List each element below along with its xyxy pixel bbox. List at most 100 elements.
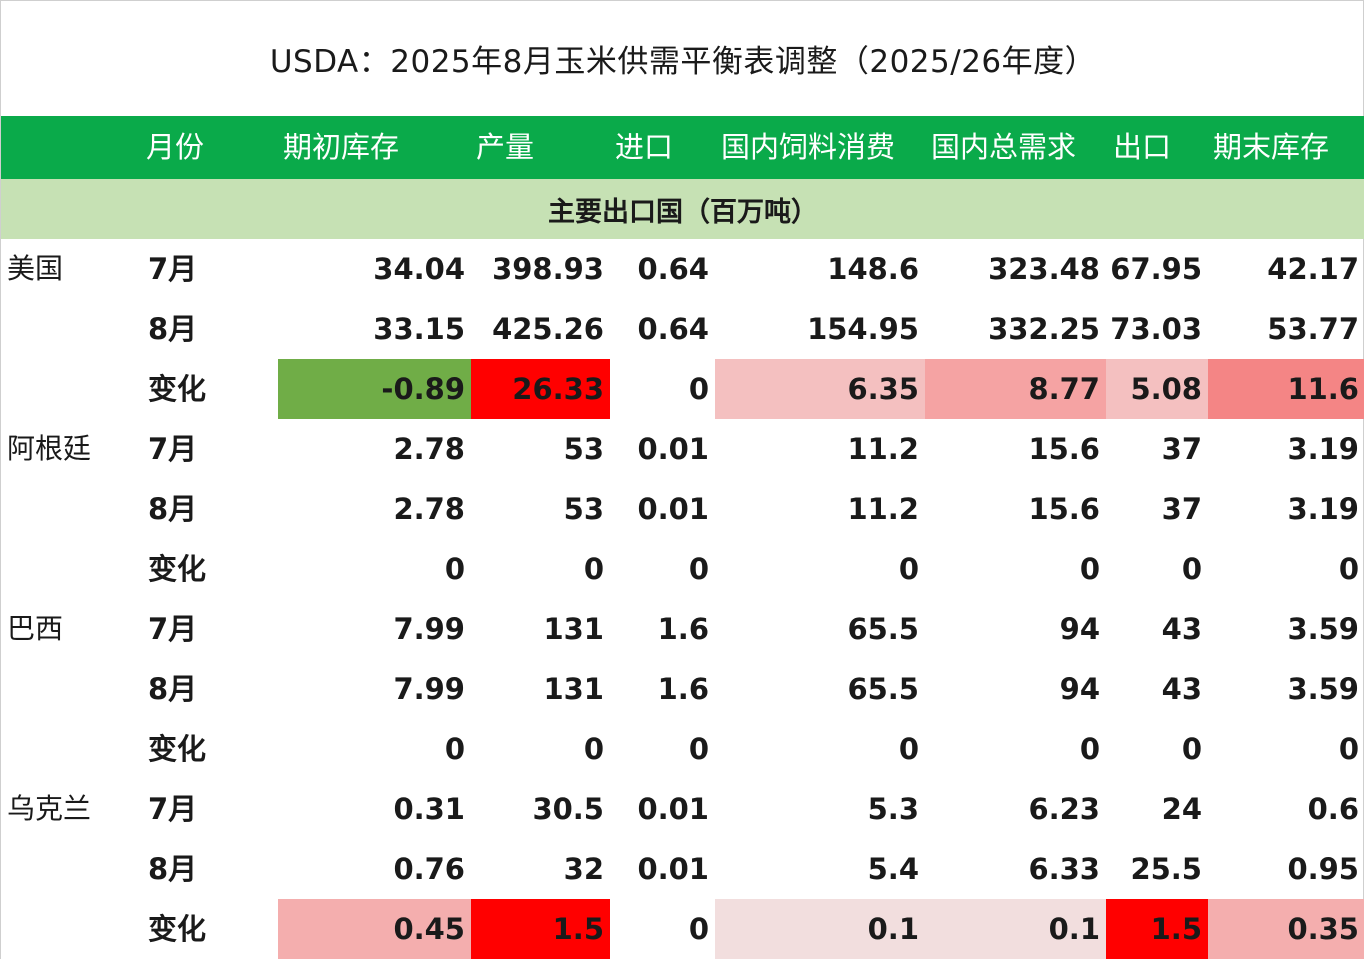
country-cell [1, 659, 141, 719]
header-cell: 期末库存 [1213, 130, 1330, 164]
value-cell: 3.19 [1287, 432, 1359, 466]
value-cell: 0 [1079, 552, 1100, 586]
value-cell: 53 [563, 432, 604, 466]
value-cell: 1.6 [657, 672, 709, 706]
header-cell: 月份 [146, 130, 205, 164]
value-cell: 0 [583, 552, 604, 586]
value-cell: 3.19 [1287, 492, 1359, 526]
value-cell: 0.76 [393, 852, 465, 886]
subheader: 主要出口国（百万吨） [1, 179, 1364, 239]
month-cell: 7月 [148, 432, 198, 466]
value-cell: 11.2 [847, 492, 919, 526]
table-row: 变化 0 0 0 0 0 0 0 [1, 539, 1364, 599]
value-cell: 37 [1161, 492, 1202, 526]
header-cell: 进口 [615, 130, 674, 164]
value-cell: 0 [688, 552, 709, 586]
value-cell: 0.01 [637, 492, 709, 526]
country-cell [1, 899, 141, 959]
value-cell: 32 [563, 852, 604, 886]
value-cell: 30.5 [532, 792, 604, 826]
table-row: 变化 -0.89 26.33 0 6.35 8.77 5.08 11.6 [1, 359, 1364, 419]
value-cell: 0 [1338, 732, 1359, 766]
country-cell [1, 719, 141, 779]
table-title: USDA：2025年8月玉米供需平衡表调整（2025/26年度） [269, 44, 1097, 80]
value-cell: 0.31 [393, 792, 465, 826]
country-cell [1, 359, 141, 419]
value-cell: 3.59 [1287, 672, 1359, 706]
value-cell: 5.4 [867, 852, 919, 886]
value-cell: 0 [1079, 732, 1100, 766]
value-cell: 0.45 [278, 899, 471, 959]
value-cell: 42.17 [1267, 252, 1359, 286]
value-cell: 15.6 [1028, 492, 1100, 526]
value-cell: 33.15 [373, 312, 465, 346]
value-cell: 24 [1161, 792, 1202, 826]
country-cell [1, 539, 141, 599]
value-cell: 67.95 [1110, 252, 1202, 286]
value-cell: 0 [1181, 552, 1202, 586]
value-cell: 0 [444, 552, 465, 586]
country-cell: 阿根廷 [7, 432, 92, 465]
value-cell: 0 [583, 732, 604, 766]
value-cell: 1.5 [1106, 899, 1208, 959]
country-cell [1, 479, 141, 539]
value-cell: 0 [688, 372, 709, 406]
header-row: 月份 期初库存 产量 进口 国内饲料消费 国内总需求 出口 期末库存 [1, 116, 1364, 179]
value-cell: 0 [1338, 552, 1359, 586]
header-cell: 出口 [1113, 130, 1172, 164]
value-cell: 3.59 [1287, 612, 1359, 646]
value-cell: 0.95 [1287, 852, 1359, 886]
value-cell: 5.08 [1106, 359, 1208, 419]
table-row: 阿根廷 7月 2.78 53 0.01 11.2 15.6 37 3.19 [1, 419, 1364, 479]
month-cell: 变化 [148, 912, 207, 946]
table-row: 8月 0.76 32 0.01 5.4 6.33 25.5 0.95 [1, 839, 1364, 899]
value-cell: 37 [1161, 432, 1202, 466]
value-cell: 34.04 [373, 252, 465, 286]
table-row: 8月 7.99 131 1.6 65.5 94 43 3.59 [1, 659, 1364, 719]
header-cell: 期初库存 [283, 130, 400, 164]
value-cell: 2.78 [393, 432, 465, 466]
table-row: 8月 33.15 425.26 0.64 154.95 332.25 73.03 53.77 [1, 299, 1364, 359]
value-cell: 154.95 [807, 312, 919, 346]
value-cell: 148.6 [827, 252, 919, 286]
value-cell: 25.5 [1130, 852, 1202, 886]
value-cell: 0.01 [637, 792, 709, 826]
table-row: 美国 7月 34.04 398.93 0.64 148.6 323.48 67.95 42.17 [1, 239, 1364, 299]
table-body: 美国 7月 34.04 398.93 0.64 148.6 323.48 67.95 42.17… [1, 239, 1364, 959]
value-cell: 1.5 [471, 899, 610, 959]
value-cell: 2.78 [393, 492, 465, 526]
month-cell: 7月 [148, 252, 198, 286]
value-cell: 0.6 [1307, 792, 1359, 826]
table-row: 8月 2.78 53 0.01 11.2 15.6 37 3.19 [1, 479, 1364, 539]
value-cell: 5.3 [867, 792, 919, 826]
header-cell: 国内饲料消费 [721, 130, 896, 164]
value-cell: 6.33 [1028, 852, 1100, 886]
month-cell: 8月 [148, 852, 198, 886]
value-cell: -0.89 [278, 359, 471, 419]
value-cell: 0.35 [1208, 899, 1364, 959]
country-cell [1, 839, 141, 899]
table-row: 变化 0 0 0 0 0 0 0 [1, 719, 1364, 779]
value-cell: 65.5 [847, 672, 919, 706]
value-cell: 0.1 [925, 899, 1106, 959]
value-cell: 8.77 [925, 359, 1106, 419]
header-cell: 产量 [476, 130, 535, 164]
value-cell: 94 [1059, 672, 1100, 706]
month-cell: 变化 [148, 552, 207, 586]
value-cell: 0 [898, 552, 919, 586]
value-cell: 65.5 [847, 612, 919, 646]
value-cell: 0 [688, 912, 709, 946]
value-cell: 0.64 [637, 312, 709, 346]
value-cell: 26.33 [471, 359, 610, 419]
value-cell: 6.23 [1028, 792, 1100, 826]
value-cell: 323.48 [988, 252, 1100, 286]
value-cell: 398.93 [492, 252, 604, 286]
month-cell: 变化 [148, 732, 207, 766]
value-cell: 0.01 [637, 432, 709, 466]
month-cell: 变化 [148, 372, 207, 406]
month-cell: 7月 [148, 792, 198, 826]
value-cell: 43 [1161, 672, 1202, 706]
country-cell: 乌克兰 [7, 792, 92, 825]
header-cell: 国内总需求 [931, 130, 1077, 164]
